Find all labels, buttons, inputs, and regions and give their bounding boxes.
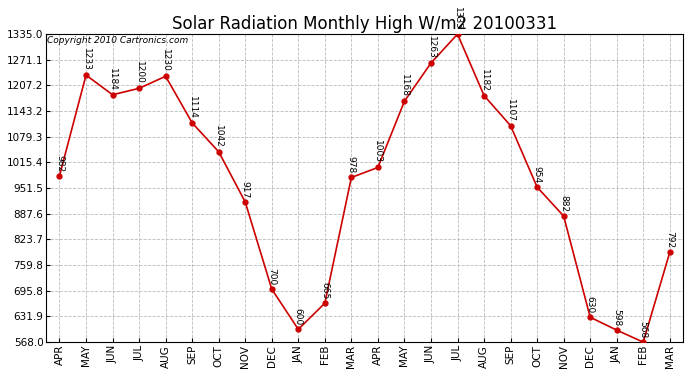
Text: 882: 882 (559, 195, 568, 212)
Text: 1114: 1114 (188, 96, 197, 119)
Text: 1168: 1168 (400, 74, 409, 97)
Text: 1233: 1233 (81, 48, 90, 71)
Text: 1263: 1263 (426, 36, 435, 59)
Text: 1042: 1042 (214, 125, 223, 148)
Text: 1230: 1230 (161, 49, 170, 72)
Text: 1003: 1003 (373, 140, 382, 163)
Text: 1200: 1200 (135, 61, 144, 84)
Text: 1182: 1182 (480, 69, 489, 92)
Text: 1335: 1335 (453, 7, 462, 30)
Text: 792: 792 (665, 231, 674, 248)
Text: 982: 982 (55, 154, 64, 172)
Title: Solar Radiation Monthly High W/m2 20100331: Solar Radiation Monthly High W/m2 201003… (172, 15, 558, 33)
Text: 665: 665 (320, 282, 329, 299)
Text: 917: 917 (241, 181, 250, 198)
Text: 954: 954 (533, 166, 542, 183)
Text: 1184: 1184 (108, 68, 117, 91)
Text: 598: 598 (612, 309, 621, 326)
Text: 978: 978 (347, 156, 356, 173)
Text: Copyright 2010 Cartronics.com: Copyright 2010 Cartronics.com (48, 36, 189, 45)
Text: 600: 600 (294, 308, 303, 325)
Text: 700: 700 (267, 268, 276, 285)
Text: 568: 568 (639, 321, 648, 338)
Text: 630: 630 (586, 296, 595, 313)
Text: 1107: 1107 (506, 99, 515, 122)
